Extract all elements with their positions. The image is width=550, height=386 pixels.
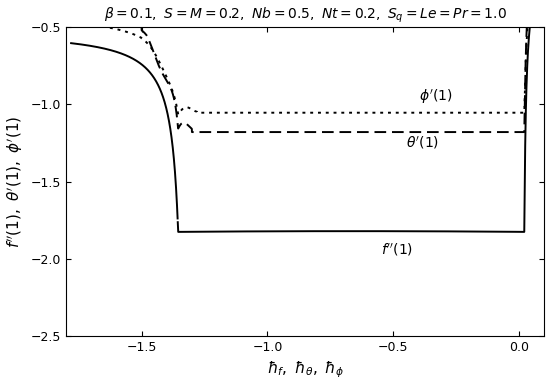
Text: $\theta'(1)$: $\theta'(1)$ xyxy=(406,135,439,151)
Text: $\phi'(1)$: $\phi'(1)$ xyxy=(419,88,452,106)
Text: $f''(1)$: $f''(1)$ xyxy=(381,242,413,258)
X-axis label: $\hbar_f,\ \hbar_\theta,\ \hbar_\phi$: $\hbar_f,\ \hbar_\theta,\ \hbar_\phi$ xyxy=(267,360,344,381)
Title: $\beta = 0.1,\ S = M = 0.2,\ Nb = 0.5,\ Nt = 0.2,\ S_q = Le = Pr = 1.0$: $\beta = 0.1,\ S = M = 0.2,\ Nb = 0.5,\ … xyxy=(104,5,507,25)
Y-axis label: $f^{\prime\prime}(1),\ \theta^{\prime}(1),\ \phi^{\prime}(1)$: $f^{\prime\prime}(1),\ \theta^{\prime}(1… xyxy=(6,115,25,248)
